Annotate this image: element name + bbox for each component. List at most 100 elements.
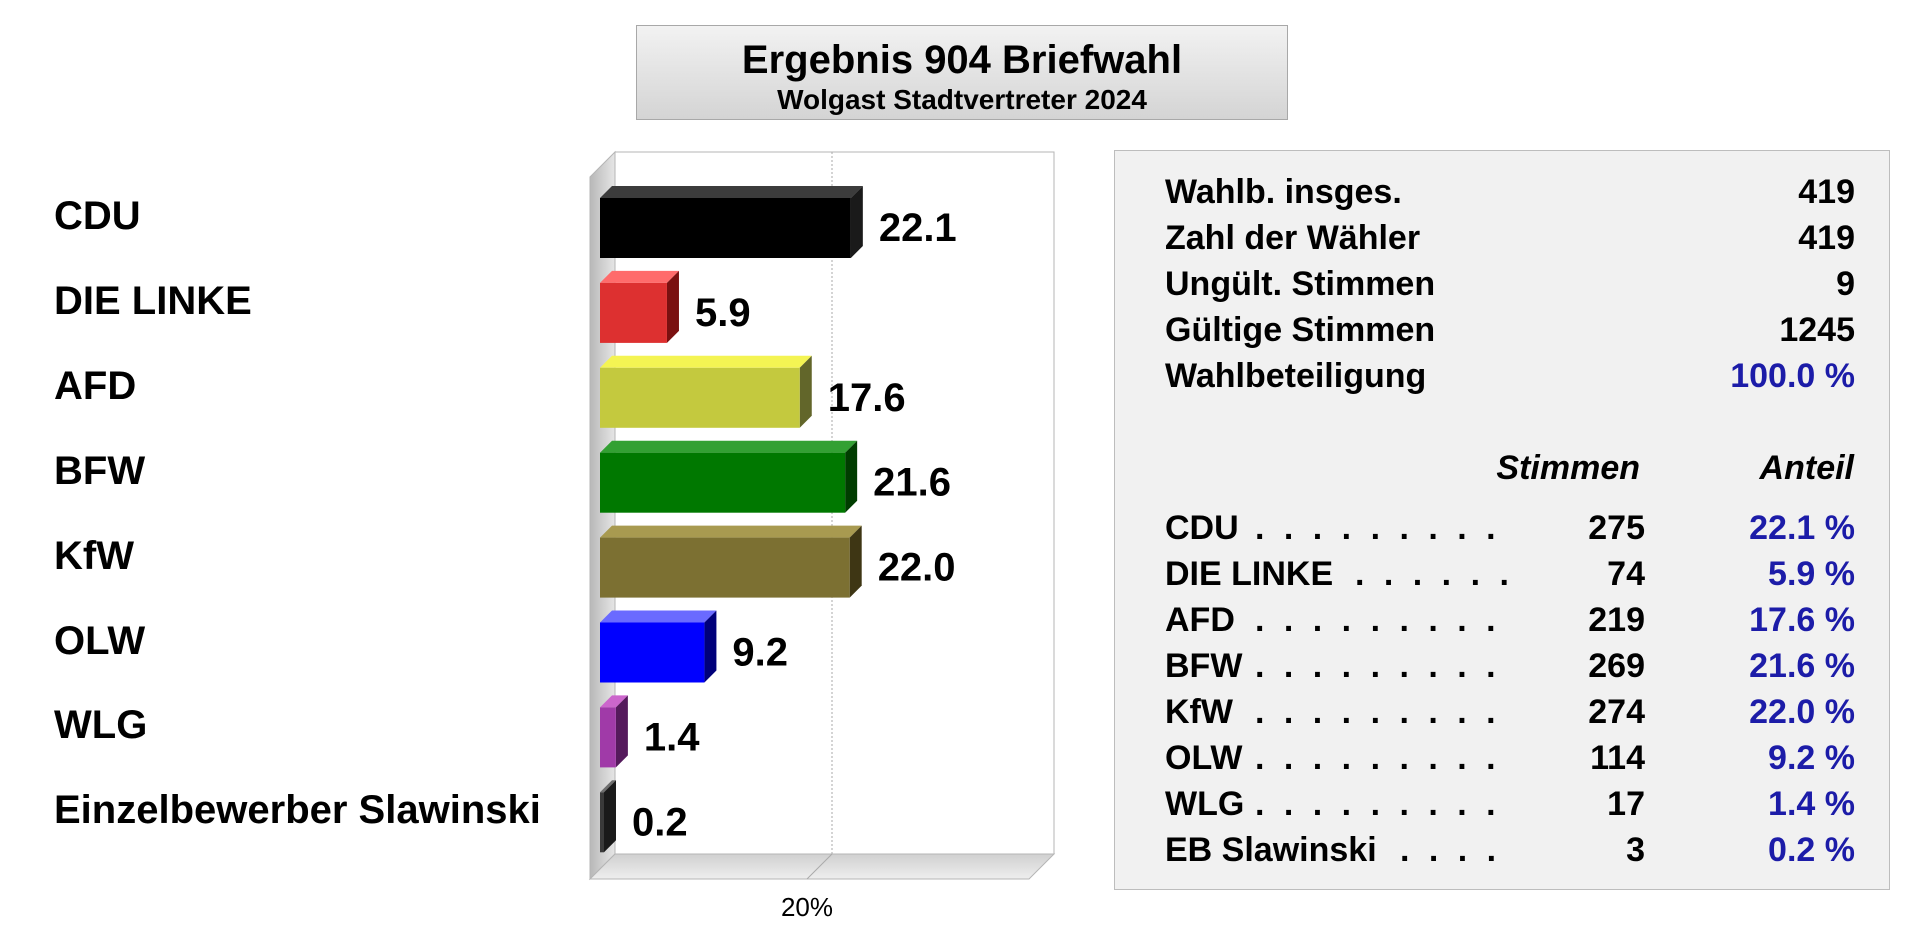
result-votes: 219 (1588, 601, 1645, 639)
result-share: 22.0 % (1749, 693, 1855, 731)
party-label: Einzelbewerber Slawinski (54, 788, 541, 833)
party-label: BFW (54, 448, 146, 493)
bar-top (600, 525, 862, 538)
party-label: DIE LINKE (54, 278, 252, 323)
stat-value: 9 (1836, 265, 1855, 303)
bar-value-label: 5.9 (695, 291, 751, 335)
result-party-name: WLG (1165, 785, 1245, 823)
bar-value-label: 0.2 (632, 800, 688, 844)
bar-top (600, 440, 858, 453)
result-row: KfW . . . . . . . . . 274 22.0 % (1165, 693, 1855, 739)
chart-left-wall (589, 150, 616, 881)
bar-side (604, 780, 616, 853)
stat-value: 1245 (1779, 311, 1855, 349)
result-leader-dots: . . . . . . . . . (1255, 647, 1501, 685)
bar (600, 537, 850, 598)
result-share: 0.2 % (1768, 831, 1855, 869)
result-leader-dots: . . . . . . . . . (1255, 785, 1501, 823)
chart-floor (588, 853, 1056, 880)
votes-column-header: Stimmen (1496, 449, 1640, 487)
result-share: 22.1 % (1749, 509, 1855, 547)
result-party-name: OLW (1165, 739, 1243, 777)
stat-label: Ungült. Stimmen (1165, 265, 1436, 303)
chart-title: Ergebnis 904 Briefwahl (741, 38, 1183, 82)
bar-top (600, 270, 679, 283)
result-party-name: CDU (1165, 509, 1239, 547)
result-leader-dots: . . . . . . . . . (1255, 601, 1501, 639)
stat-value: 100.0 % (1730, 357, 1855, 395)
result-leader-dots: . . . . . . . . . (1255, 739, 1501, 777)
stats-panel: Wahlb. insges. 419 Zahl der Wähler 419 Ungül… (1114, 150, 1890, 890)
share-column-header: Anteil (1759, 449, 1854, 487)
bar-side (704, 610, 717, 683)
result-leader-dots: . . . . (1400, 831, 1502, 869)
result-party-name: DIE LINKE (1165, 555, 1334, 593)
stat-row: Zahl der Wähler 419 (1165, 219, 1855, 265)
result-votes: 274 (1588, 693, 1645, 731)
party-label: KfW (54, 533, 134, 578)
stat-value: 419 (1798, 219, 1855, 257)
stat-label: Gültige Stimmen (1165, 311, 1436, 349)
bar-value-label: 1.4 (644, 715, 700, 759)
result-votes: 74 (1607, 555, 1645, 593)
bar-top (600, 355, 812, 368)
bar (600, 282, 667, 343)
bar (600, 452, 846, 513)
party-label: CDU (54, 194, 141, 238)
result-share: 1.4 % (1768, 785, 1855, 823)
bar-value-label: 21.6 (873, 461, 951, 505)
result-row: EB Slawinski . . . . 3 0.2 % (1165, 831, 1855, 877)
result-share: 5.9 % (1768, 555, 1855, 593)
result-votes: 269 (1588, 647, 1645, 685)
chart-title-box: Ergebnis 904 Briefwahl Wolgast Stadtvert… (636, 25, 1288, 120)
bar-side (799, 355, 812, 428)
bar-top (600, 780, 616, 793)
result-votes: 114 (1590, 739, 1645, 777)
stat-label: Wahlbeteiligung (1165, 357, 1427, 395)
party-label: WLG (54, 703, 148, 748)
bar-top (600, 186, 863, 198)
bar-side (615, 695, 628, 768)
result-row: CDU . . . . . . . . . 275 22.1 % (1165, 509, 1855, 555)
bar (600, 707, 616, 768)
bar-side (849, 525, 862, 598)
result-leader-dots: . . . . . . (1355, 555, 1514, 593)
bar-value-label: 22.0 (878, 546, 956, 590)
stat-label: Zahl der Wähler (1165, 219, 1421, 257)
party-label: OLW (54, 618, 146, 663)
bar (600, 198, 851, 258)
result-row: DIE LINKE . . . . . . 74 5.9 % (1165, 555, 1855, 601)
x-tick-label: 20% (781, 892, 833, 922)
result-row: BFW . . . . . . . . . 269 21.6 % (1165, 647, 1855, 693)
stat-row: Ungült. Stimmen 9 (1165, 265, 1855, 311)
result-share: 17.6 % (1749, 601, 1855, 639)
result-row: AFD . . . . . . . . . 219 17.6 % (1165, 601, 1855, 647)
stat-row: Gültige Stimmen 1245 (1165, 311, 1855, 357)
result-votes: 17 (1607, 785, 1645, 823)
bar-top (600, 610, 717, 623)
bar-side (850, 186, 863, 258)
bar-value-label: 22.1 (879, 206, 957, 250)
bar (600, 622, 705, 683)
bar-value-label: 9.2 (732, 631, 788, 675)
bar (600, 367, 800, 428)
result-party-name: AFD (1165, 601, 1235, 639)
bar-top (600, 695, 628, 708)
gridline-floor (806, 853, 833, 880)
result-votes: 3 (1626, 831, 1645, 869)
result-row: OLW . . . . . . . . . 114 9.2 % (1165, 739, 1855, 785)
bar (600, 792, 604, 853)
result-votes: 275 (1588, 509, 1645, 547)
result-leader-dots: . . . . . . . . . (1255, 509, 1501, 547)
result-row: WLG . . . . . . . . . 17 1.4 % (1165, 785, 1855, 831)
bar-side (666, 270, 679, 343)
bar-side (845, 440, 858, 513)
result-share: 21.6 % (1749, 647, 1855, 685)
bar-value-label: 17.6 (828, 376, 906, 420)
chart-subtitle: Wolgast Stadtvertreter 2024 (777, 84, 1147, 115)
party-label: AFD (54, 363, 137, 408)
stat-row: Wahlb. insges. 419 (1165, 173, 1855, 219)
result-leader-dots: . . . . . . . . . (1255, 693, 1501, 731)
stat-label: Wahlb. insges. (1165, 173, 1402, 211)
